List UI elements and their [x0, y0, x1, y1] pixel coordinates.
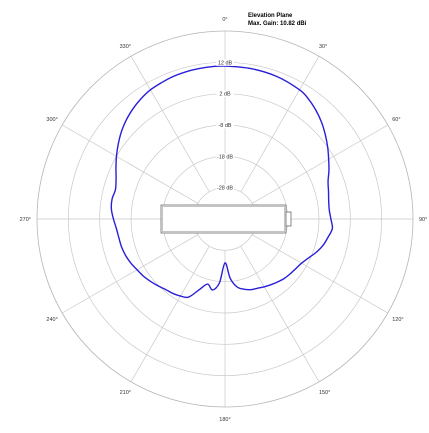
angle-label-180: 180° [219, 417, 230, 423]
polar-labels: -28 dB -18 dB -8 dB 2 dB 12 dB 0° 30° 60° 90° 120… [20, 17, 428, 423]
angle-label-60: 60° [392, 117, 400, 123]
chart-subtitle: Max. Gain: 10.82 dBi [248, 21, 307, 27]
spoke-300 [62, 124, 199, 204]
spoke-60 [251, 124, 388, 204]
spoke-150 [240, 245, 320, 382]
spoke-30 [240, 56, 320, 193]
angle-label-90: 90° [419, 217, 427, 223]
series-line-0 [110, 65, 334, 299]
ring-label-4: 12 dB [218, 60, 233, 66]
angle-label-270: 270° [20, 217, 31, 223]
angle-label-30: 30° [319, 44, 327, 50]
spoke-240 [62, 234, 199, 314]
angle-label-0: 0° [222, 17, 227, 23]
gain-pattern [110, 65, 334, 299]
angle-label-240: 240° [46, 317, 57, 323]
spoke-120 [251, 234, 388, 314]
antenna-device [160, 204, 292, 234]
chart-title: Elevation Plane [248, 13, 293, 19]
angle-label-300: 300° [46, 117, 57, 123]
ring-label-bg-1 [216, 153, 234, 160]
ring-label-0: -28 dB [217, 186, 234, 192]
ring-label-2: -8 dB [218, 123, 231, 129]
angle-label-150: 150° [319, 390, 330, 396]
chart-title-block: Elevation Plane Max. Gain: 10.82 dBi [248, 13, 307, 27]
ring-outer [36, 30, 414, 408]
ring-label-bg-0 [216, 184, 234, 192]
antenna-body-inner [162, 206, 285, 232]
angle-label-210: 210° [120, 390, 131, 396]
ring-label-1: -18 dB [217, 154, 234, 160]
ring-label-bg-4 [216, 59, 234, 66]
antenna-connector [285, 211, 292, 227]
ring-label-bg-2 [216, 122, 234, 129]
ring-label-3: 2 dB [219, 92, 231, 98]
ring-label-bg-3 [216, 90, 234, 98]
spoke-330 [130, 56, 210, 193]
angle-label-330: 330° [120, 44, 131, 50]
spoke-210 [130, 245, 210, 382]
angle-label-120: 120° [392, 317, 403, 323]
